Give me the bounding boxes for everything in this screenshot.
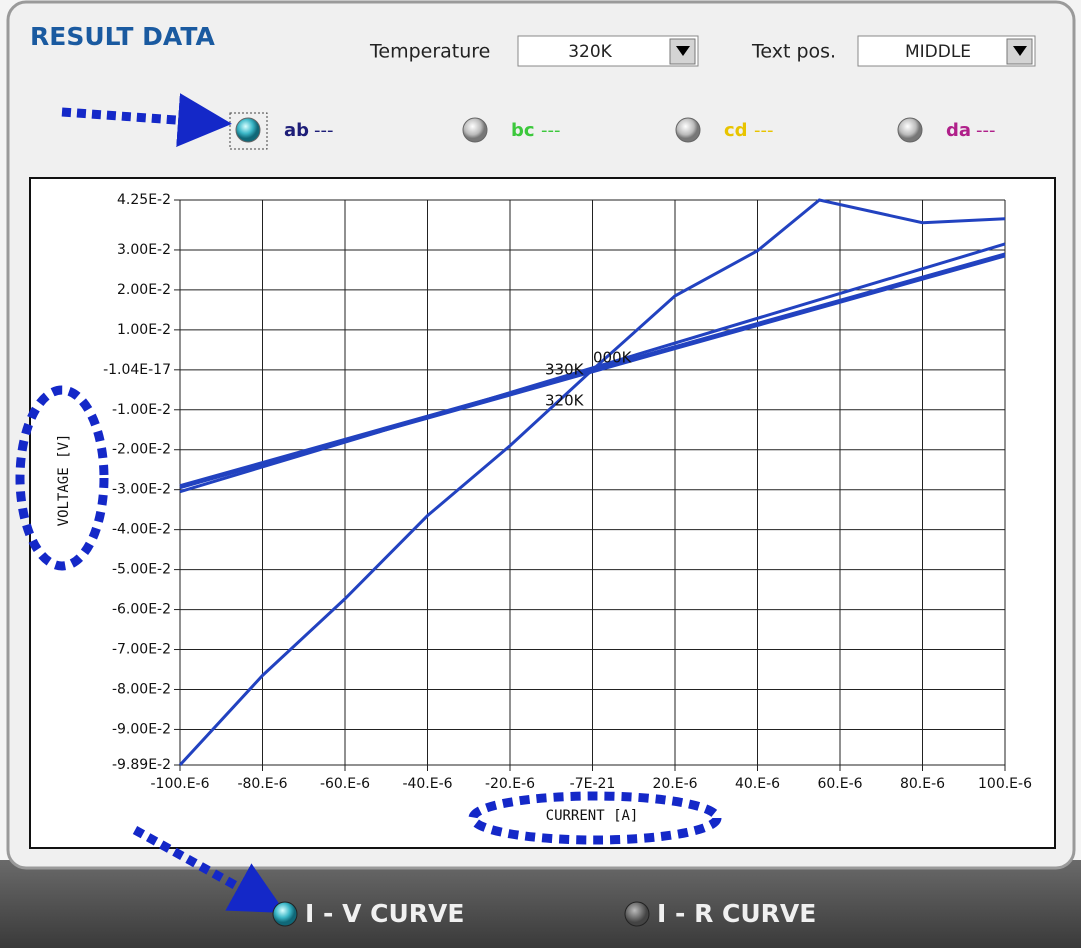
y-tick-label: 2.00E-2	[117, 282, 171, 298]
plot-frame	[29, 177, 1056, 849]
x-axis-label: CURRENT [A]	[546, 808, 639, 824]
callout-ellipse	[468, 791, 722, 845]
annotation: 000K	[593, 349, 633, 367]
x-tick-label: 60.E-6	[817, 776, 862, 792]
legend-line: ---	[754, 120, 774, 141]
y-tick-label: -8.00E-2	[112, 681, 171, 697]
x-tick-label: -7E-21	[570, 776, 616, 792]
tab-label[interactable]: I - R CURVE	[657, 899, 816, 928]
legend-line: ---	[976, 120, 996, 141]
tab-label[interactable]: I - V CURVE	[305, 899, 464, 928]
y-tick-label: -6.00E-2	[112, 602, 171, 618]
radio-button[interactable]	[897, 117, 923, 143]
data-line	[179, 252, 1006, 488]
radio-button[interactable]	[235, 117, 261, 143]
text-pos-label: Text pos.	[751, 41, 836, 63]
y-tick-label: -4.00E-2	[112, 522, 171, 538]
tab-bar	[0, 860, 1081, 948]
annotation: 320K	[545, 392, 585, 410]
radio-label: da	[946, 120, 971, 141]
radio-label: bc	[511, 120, 535, 141]
temperature-label: Temperature	[369, 41, 490, 63]
plot: 4.25E-2 3.00E-2 2.00E-2 1.00E-2 -1.04E-17 -1.…	[56, 192, 1032, 824]
x-tick-label: -40.E-6	[402, 776, 452, 792]
x-tick-label: -80.E-6	[237, 776, 287, 792]
y-axis-label: VOLTAGE [V]	[56, 434, 72, 527]
x-tick-label: -20.E-6	[485, 776, 535, 792]
radio-label: ab	[284, 120, 309, 141]
legend-line: ---	[314, 120, 334, 141]
callout-ellipse	[15, 385, 109, 571]
data-line	[179, 254, 1006, 490]
y-tick-label: 1.00E-2	[117, 322, 171, 338]
radio-button[interactable]	[462, 117, 488, 143]
x-tick-label: 20.E-6	[652, 776, 697, 792]
y-tick-label: -3.00E-2	[112, 482, 171, 498]
y-tick-label: -5.00E-2	[112, 562, 171, 578]
text-pos-select[interactable]	[857, 35, 1036, 67]
callout-arrow	[132, 826, 286, 914]
y-tick-label: 3.00E-2	[117, 242, 171, 258]
radio-button[interactable]	[675, 117, 701, 143]
y-tick-label: -7.00E-2	[112, 642, 171, 658]
x-tick-label: -100.E-6	[150, 776, 209, 792]
dropdown-arrow	[1013, 46, 1027, 56]
radio-label: cd	[724, 120, 748, 141]
temperature-select[interactable]	[517, 35, 699, 67]
y-tick-label: -9.89E-2	[112, 757, 171, 773]
text-pos-value: MIDDLE	[905, 42, 971, 62]
x-tick-label: 80.E-6	[900, 776, 945, 792]
tab-radio[interactable]	[624, 901, 650, 927]
legend-line: ---	[541, 120, 561, 141]
dropdown-arrow	[676, 46, 690, 56]
x-tick-label: 40.E-6	[735, 776, 780, 792]
y-tick-label: -1.00E-2	[112, 402, 171, 418]
x-tick-label: -60.E-6	[320, 776, 370, 792]
y-tick-label: -9.00E-2	[112, 721, 171, 737]
x-tick-label: 100.E-6	[978, 776, 1032, 792]
annotation: 330K	[545, 361, 585, 379]
panel-title: RESULT DATA	[30, 22, 215, 51]
controls: ab --- bc --- cd --- da ---I - V CURVE I - R CUR…	[235, 117, 996, 928]
temperature-value: 320K	[568, 42, 612, 62]
tab-radio[interactable]	[272, 901, 298, 927]
callout-arrow	[61, 93, 232, 148]
y-tick-label: 4.25E-2	[117, 192, 171, 208]
y-tick-label: -1.04E-17	[103, 362, 171, 378]
y-tick-label: -2.00E-2	[112, 442, 171, 458]
